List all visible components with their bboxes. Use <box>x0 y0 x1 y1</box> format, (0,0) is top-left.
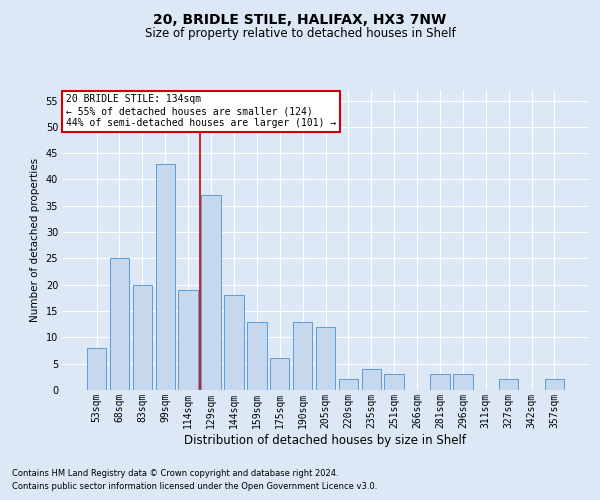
Bar <box>178 290 198 390</box>
Bar <box>453 374 473 390</box>
Bar <box>385 374 404 390</box>
Bar <box>338 380 358 390</box>
Text: Contains HM Land Registry data © Crown copyright and database right 2024.: Contains HM Land Registry data © Crown c… <box>12 468 338 477</box>
Bar <box>430 374 449 390</box>
Bar <box>110 258 129 390</box>
Bar <box>316 327 335 390</box>
Text: 20 BRIDLE STILE: 134sqm
← 55% of detached houses are smaller (124)
44% of semi-d: 20 BRIDLE STILE: 134sqm ← 55% of detache… <box>65 94 336 128</box>
X-axis label: Distribution of detached houses by size in Shelf: Distribution of detached houses by size … <box>185 434 467 446</box>
Bar <box>545 380 564 390</box>
Bar <box>362 369 381 390</box>
Bar <box>155 164 175 390</box>
Text: Size of property relative to detached houses in Shelf: Size of property relative to detached ho… <box>145 28 455 40</box>
Bar <box>202 196 221 390</box>
Bar <box>87 348 106 390</box>
Y-axis label: Number of detached properties: Number of detached properties <box>30 158 40 322</box>
Bar <box>270 358 289 390</box>
Bar <box>499 380 518 390</box>
Text: Contains public sector information licensed under the Open Government Licence v3: Contains public sector information licen… <box>12 482 377 491</box>
Bar <box>293 322 313 390</box>
Bar <box>133 284 152 390</box>
Bar <box>247 322 266 390</box>
Text: 20, BRIDLE STILE, HALIFAX, HX3 7NW: 20, BRIDLE STILE, HALIFAX, HX3 7NW <box>154 12 446 26</box>
Bar <box>224 296 244 390</box>
